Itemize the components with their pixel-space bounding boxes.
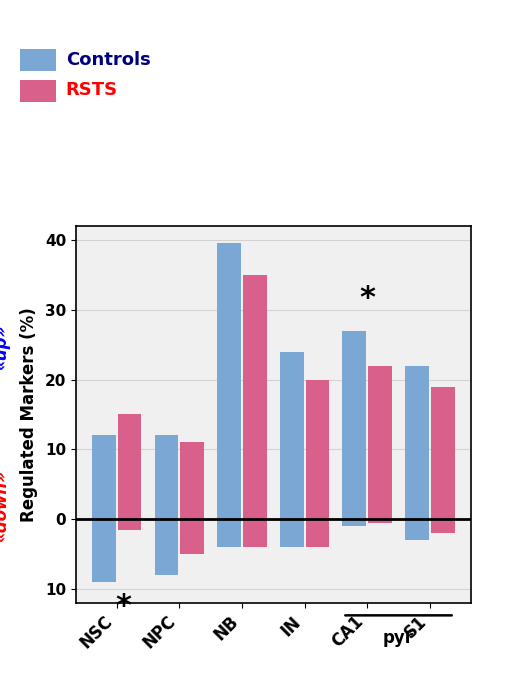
Bar	[180, 443, 204, 519]
Text: Controls: Controls	[66, 51, 150, 68]
Text: pyr: pyr	[382, 630, 413, 647]
Bar	[117, 414, 141, 519]
Bar	[279, 519, 303, 547]
Text: «up»: «up»	[0, 324, 10, 369]
Text: «down»: «down»	[0, 469, 10, 541]
Bar	[92, 519, 116, 582]
Bar	[342, 331, 366, 519]
Bar	[368, 519, 391, 523]
Bar	[405, 519, 428, 540]
Bar	[242, 519, 266, 547]
Text: *: *	[115, 593, 131, 621]
Bar	[279, 351, 303, 519]
Bar	[430, 519, 453, 533]
Text: RSTS: RSTS	[66, 82, 118, 99]
Bar	[242, 275, 266, 519]
Bar	[154, 436, 178, 519]
Bar	[405, 366, 428, 519]
Y-axis label: Regulated Markers (%): Regulated Markers (%)	[20, 307, 38, 522]
Bar	[342, 519, 366, 526]
Bar	[217, 519, 240, 547]
Bar	[305, 519, 329, 547]
Bar	[368, 366, 391, 519]
Bar	[430, 386, 453, 519]
Text: *: *	[359, 284, 375, 313]
Bar	[154, 519, 178, 575]
Bar	[117, 519, 141, 530]
Bar	[305, 379, 329, 519]
Bar	[180, 519, 204, 554]
Bar	[92, 436, 116, 519]
Bar	[217, 243, 240, 519]
